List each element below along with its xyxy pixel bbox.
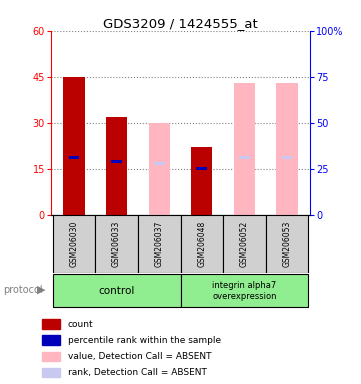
Bar	[138, 215, 180, 273]
Bar	[69, 156, 79, 159]
Bar	[43, 319, 60, 329]
Bar	[180, 215, 223, 273]
Text: integrin alpha7
overexpression: integrin alpha7 overexpression	[212, 281, 277, 301]
Bar	[53, 215, 95, 273]
Bar	[277, 83, 298, 215]
Bar	[223, 215, 266, 273]
Bar	[53, 275, 180, 307]
Bar	[154, 162, 165, 165]
Bar	[266, 215, 308, 273]
Bar	[43, 367, 60, 377]
Text: GSM206033: GSM206033	[112, 221, 121, 267]
Text: GSM206053: GSM206053	[283, 221, 292, 267]
Text: ▶: ▶	[37, 285, 46, 295]
Text: rank, Detection Call = ABSENT: rank, Detection Call = ABSENT	[68, 368, 207, 377]
Bar	[43, 351, 60, 361]
Bar	[239, 156, 250, 159]
Text: percentile rank within the sample: percentile rank within the sample	[68, 336, 221, 345]
Text: control: control	[99, 286, 135, 296]
Text: GSM206052: GSM206052	[240, 221, 249, 267]
Bar	[180, 275, 308, 307]
Bar	[282, 156, 292, 159]
Text: value, Detection Call = ABSENT: value, Detection Call = ABSENT	[68, 352, 212, 361]
Text: count: count	[68, 319, 93, 329]
Bar	[95, 215, 138, 273]
Text: GSM206048: GSM206048	[197, 221, 206, 267]
Bar	[43, 336, 60, 345]
Bar	[234, 83, 255, 215]
Bar	[196, 167, 207, 170]
Text: GSM206030: GSM206030	[69, 221, 78, 267]
Text: GSM206037: GSM206037	[155, 221, 164, 267]
Text: protocol: protocol	[4, 285, 43, 295]
Title: GDS3209 / 1424555_at: GDS3209 / 1424555_at	[103, 17, 258, 30]
Bar	[148, 123, 170, 215]
Bar	[106, 117, 127, 215]
Bar	[191, 147, 213, 215]
Bar	[111, 160, 122, 163]
Bar	[63, 77, 84, 215]
